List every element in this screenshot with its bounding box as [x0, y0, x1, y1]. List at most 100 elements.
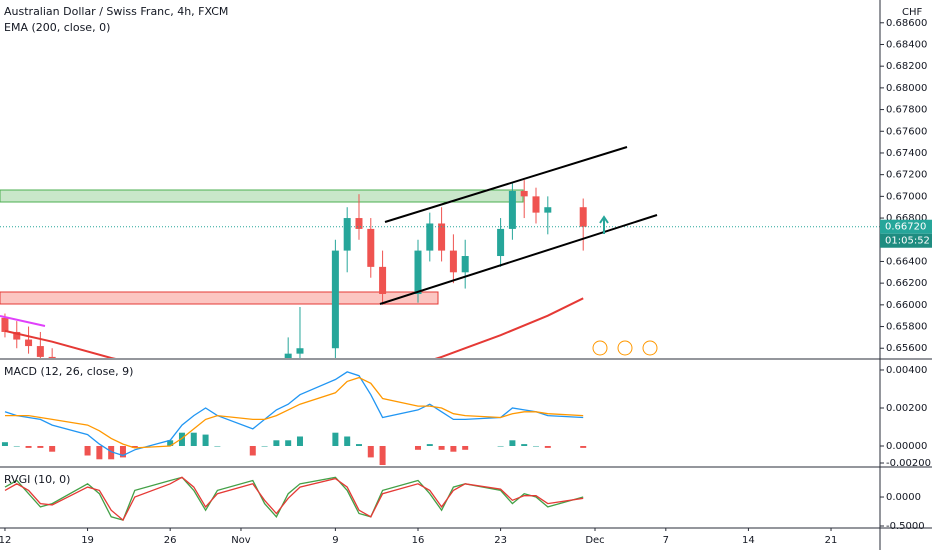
candle-body [497, 228, 505, 257]
x-tick-label: 21 [825, 535, 838, 546]
support-zone [0, 291, 439, 305]
x-tick-label: 23 [494, 535, 507, 546]
y-tick-label: 0.65600 [886, 343, 927, 354]
candle-body [520, 190, 528, 197]
histogram-bar [167, 440, 174, 446]
candle-body [355, 218, 363, 229]
y-tick-label: 0.67000 [886, 191, 927, 202]
y-tick-label: 0.00000 [886, 441, 927, 452]
macd-pane [1, 371, 587, 465]
histogram-bar [261, 445, 268, 447]
histogram-bar [37, 445, 44, 448]
histogram-bar [1, 442, 8, 446]
candle-body [284, 353, 292, 358]
histogram-bar [332, 432, 339, 446]
candle-body [379, 266, 387, 294]
candle-body [48, 356, 56, 358]
candle-body [367, 228, 375, 267]
histogram-bar [497, 445, 504, 447]
y-tick-label: 0.66200 [886, 278, 927, 289]
histogram-bar [273, 440, 280, 446]
candle-body [461, 256, 469, 273]
histogram-bar [367, 445, 374, 458]
histogram-bar [533, 445, 540, 447]
histogram-bar [131, 445, 138, 448]
histogram-bar [296, 436, 303, 446]
y-tick-label: 0.68200 [886, 61, 927, 72]
histogram-bar [521, 444, 528, 446]
histogram-bar [25, 445, 32, 448]
y-tick-label: 0.68600 [886, 18, 927, 29]
histogram-bar [96, 445, 103, 460]
drawings [0, 146, 658, 356]
chart-title: Australian Dollar / Swiss Franc, 4h, FXC… [4, 5, 228, 18]
x-tick-label: 26 [164, 535, 177, 546]
y-tick-label: 0.68400 [886, 39, 927, 50]
arrow [599, 215, 609, 234]
histogram-bar [214, 445, 221, 447]
resistance-zone [0, 189, 524, 203]
y-tick-label: 0.66400 [886, 256, 927, 267]
x-tick-label: 16 [412, 535, 425, 546]
y-tick-label: 0.66800 [886, 213, 927, 224]
rvgi-line [4, 476, 584, 522]
y-tick-label: 0.00400 [886, 365, 927, 376]
x-tick-label: Dec [585, 535, 604, 546]
x-tick-label: 14 [742, 535, 755, 546]
x-tick-label: Nov [231, 535, 251, 546]
histogram-bar [355, 444, 362, 446]
macd-legend: MACD (12, 26, close, 9) [4, 365, 133, 378]
x-tick-label: 9 [332, 535, 338, 546]
currency-label: CHF [902, 7, 923, 18]
histogram-bar [438, 445, 445, 450]
histogram-bar [462, 445, 469, 450]
histogram-bar [450, 445, 457, 452]
histogram-bar [414, 445, 421, 450]
histogram-bar [119, 445, 126, 458]
x-tick-label: 7 [663, 535, 669, 546]
histogram-bar [202, 434, 209, 446]
channel-upper [384, 146, 628, 223]
trend-line [0, 315, 46, 327]
candle-body [36, 346, 44, 357]
candle-body [13, 331, 21, 340]
y-tick-label: 0.65800 [886, 322, 927, 333]
y-tick-label: 0.67400 [886, 148, 927, 159]
candle-body [449, 250, 457, 273]
histogram-bar [285, 440, 292, 446]
y-tick-label: 0.67800 [886, 105, 927, 116]
countdown-label: 01:05:52 [885, 236, 930, 247]
event-icon [617, 340, 633, 356]
last-price-badge [880, 219, 932, 234]
histogram-bar [544, 445, 551, 448]
channel-lower [379, 214, 658, 305]
macd-line [4, 371, 584, 457]
candle-body [532, 196, 540, 213]
y-tick-label: 0.00200 [886, 403, 927, 414]
event-icon [642, 340, 658, 356]
x-tick-label: 12 [0, 535, 11, 546]
histogram-bar [426, 444, 433, 446]
candle-body [579, 207, 587, 227]
rvgi-legend: RVGI (10, 0) [4, 473, 70, 486]
candle-body [544, 207, 552, 213]
price-pane [0, 180, 880, 358]
histogram-bar [13, 445, 20, 447]
candle-body [343, 218, 351, 251]
histogram-bar [509, 440, 516, 446]
y-tick-label: 0.67200 [886, 170, 927, 181]
candle-body [508, 190, 516, 229]
y-tick-label: 0.68000 [886, 83, 927, 94]
histogram-bar [190, 432, 197, 446]
last-price-label: 0.66720 [885, 222, 926, 233]
candle-body [414, 250, 422, 294]
candle-body [438, 223, 446, 251]
macd-line [5, 376, 584, 449]
y-tick-label: 0.0000 [886, 492, 921, 503]
rvgi-pane [4, 476, 584, 522]
x-tick-label: 19 [81, 535, 94, 546]
histogram-bar [249, 445, 256, 456]
